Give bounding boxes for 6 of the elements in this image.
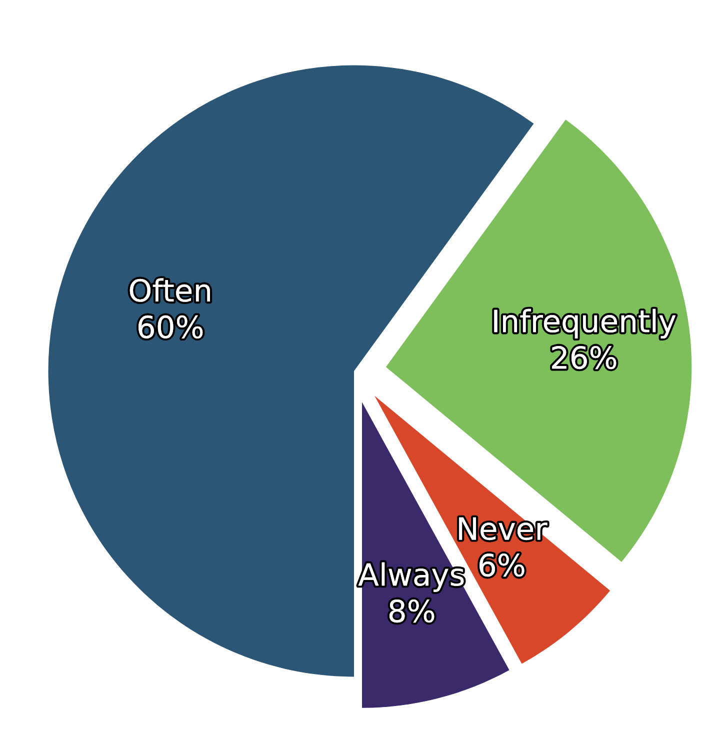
slice-label: Infrequently <box>494 308 676 338</box>
data-label: 26% <box>552 346 616 370</box>
slice-label: Often <box>130 278 210 302</box>
data-label: 60% <box>138 315 203 338</box>
data-label: 8% <box>389 599 434 623</box>
data-label: 6% <box>480 554 524 577</box>
